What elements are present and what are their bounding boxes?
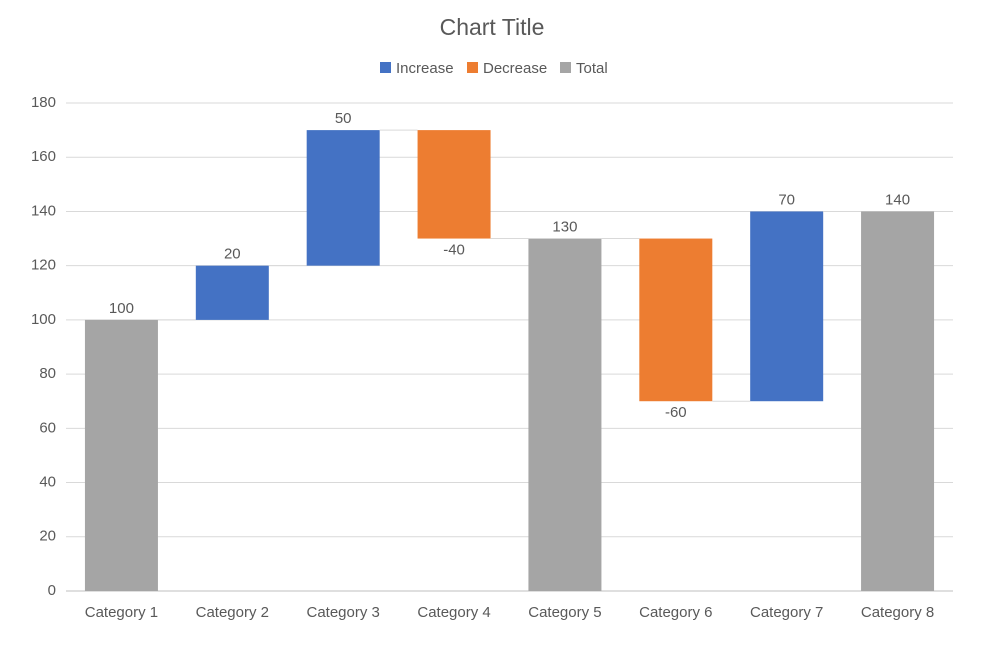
legend-label: Total: [576, 60, 608, 77]
x-tick-label: Category 8: [861, 604, 934, 621]
y-tick-label: 20: [39, 528, 56, 545]
data-label: -40: [443, 242, 465, 259]
y-tick-label: 180: [31, 94, 56, 111]
bar: [750, 211, 824, 402]
data-label: 130: [552, 219, 577, 236]
bar: [195, 265, 269, 320]
y-tick-label: 80: [39, 365, 56, 382]
bar: [84, 319, 158, 591]
data-label: 140: [885, 191, 910, 208]
legend-label: Decrease: [483, 60, 547, 77]
bar: [306, 130, 380, 266]
y-tick-label: 40: [39, 474, 56, 491]
y-tick-label: 120: [31, 257, 56, 274]
legend-swatch: [467, 62, 478, 73]
x-tick-label: Category 1: [85, 604, 158, 621]
data-label: -60: [665, 404, 687, 421]
data-label: 20: [224, 246, 241, 263]
bar: [639, 238, 713, 402]
y-tick-label: 0: [48, 582, 56, 599]
bar: [861, 211, 935, 591]
data-label: 100: [109, 300, 134, 317]
chart-title: Chart Title: [440, 14, 545, 40]
y-tick-label: 100: [31, 311, 56, 328]
x-tick-label: Category 2: [196, 604, 269, 621]
bar: [528, 238, 602, 592]
y-tick-label: 140: [31, 202, 56, 219]
x-tick-label: Category 5: [528, 604, 601, 621]
y-tick-label: 160: [31, 148, 56, 165]
legend-swatch: [560, 62, 571, 73]
data-label: 50: [335, 110, 352, 127]
y-tick-label: 60: [39, 419, 56, 436]
legend-swatch: [380, 62, 391, 73]
legend-label: Increase: [396, 60, 454, 77]
data-label: 70: [778, 191, 795, 208]
x-tick-label: Category 3: [307, 604, 380, 621]
bar: [417, 130, 491, 239]
x-tick-label: Category 6: [639, 604, 712, 621]
x-tick-label: Category 4: [417, 604, 490, 621]
x-tick-label: Category 7: [750, 604, 823, 621]
